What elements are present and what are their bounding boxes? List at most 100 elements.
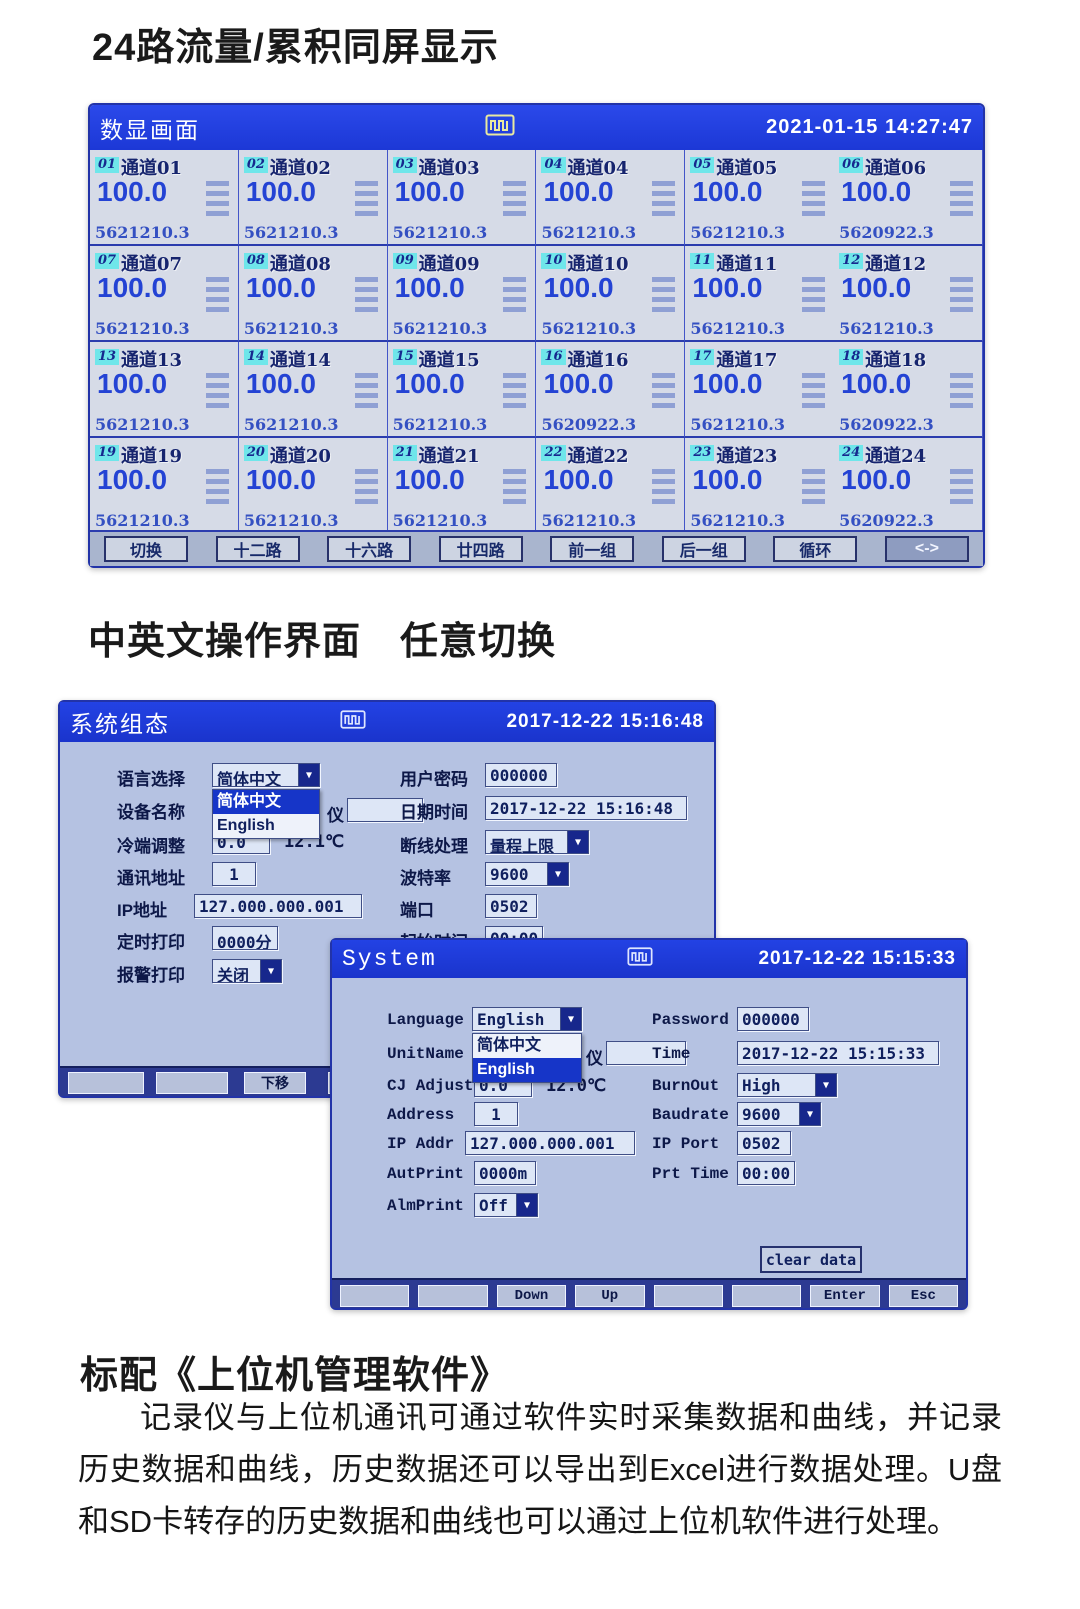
cn-baudrate-label: 波特率	[400, 869, 451, 888]
channel-total-value: 5621210.3	[690, 223, 785, 242]
bar-level-icon	[652, 181, 676, 216]
channel-number-badge: 14	[243, 349, 268, 365]
channel-flow-value: 100.0	[394, 368, 465, 399]
channel-name: 通道06	[865, 158, 927, 179]
cn-language-option[interactable]: 简体中文	[213, 790, 319, 814]
cn-bar-button[interactable]	[156, 1072, 228, 1094]
display-nav-button[interactable]: 廿四路	[438, 536, 523, 562]
cn-bar-button-move-down[interactable]: 下移	[244, 1072, 306, 1094]
waveform-icon	[627, 947, 653, 971]
en-language-dropdown[interactable]: English ▼	[472, 1007, 582, 1031]
en-bar-button[interactable]	[418, 1285, 488, 1307]
section-heading-display: 24路流量/累积同屏显示	[92, 27, 499, 69]
chevron-down-icon[interactable]: ▼	[547, 863, 568, 885]
display-nav-button[interactable]: 十二路	[215, 536, 300, 562]
cn-burnout-dropdown[interactable]: 量程上限 ▼	[485, 830, 589, 854]
cn-datetime-field[interactable]: 2017-12-22 15:16:48	[485, 796, 687, 820]
en-password-field[interactable]: 000000	[737, 1007, 809, 1031]
channel-name: 通道04	[567, 158, 629, 179]
channel-cell: 16 通道16 100.0 5620922.3	[536, 342, 686, 438]
en-language-option[interactable]: English	[473, 1058, 581, 1082]
en-prt-time-field[interactable]: 00:00	[737, 1161, 795, 1185]
channel-cell: 22 通道22 100.0 5621210.3	[536, 438, 686, 534]
cn-alarm-print-label: 报警打印	[117, 966, 185, 985]
cn-language-dropdown[interactable]: 简体中文 ▼	[212, 763, 320, 787]
channel-flow-value: 100.0	[97, 176, 168, 207]
chevron-down-icon[interactable]: ▼	[298, 764, 319, 786]
display-screen: 数显画面 2021-01-15 14:27:47 01 通道01 100.0 5…	[88, 103, 985, 568]
en-burnout-dropdown[interactable]: High ▼	[737, 1073, 837, 1097]
channel-name: 通道21	[418, 446, 480, 467]
clear-data-button[interactable]: clear data	[760, 1246, 862, 1273]
en-unit-name-field[interactable]	[606, 1041, 686, 1065]
display-nav-button[interactable]: <->	[884, 536, 969, 562]
channel-flow-value: 100.0	[543, 272, 614, 303]
cn-timed-print-field[interactable]: 0000分	[212, 926, 278, 950]
display-nav-button[interactable]: 切换	[104, 536, 188, 562]
channel-total-value: 5621210.3	[541, 319, 637, 338]
en-bar-button[interactable]	[340, 1285, 410, 1307]
channel-grid: 01 通道01 100.0 5621210.3 02 通道02 100.0 56…	[90, 150, 983, 534]
cn-ip-address-field[interactable]: 127.000.000.001	[194, 894, 362, 918]
en-bar-button[interactable]	[653, 1285, 723, 1307]
en-ip-address-label: IP Addr	[387, 1135, 455, 1153]
cn-comm-address-field[interactable]: 1	[212, 862, 256, 886]
channel-number-badge: 13	[95, 349, 120, 365]
en-ip-port-field[interactable]: 0502	[737, 1131, 791, 1155]
chevron-down-icon[interactable]: ▼	[799, 1103, 820, 1125]
en-bar-button[interactable]: Esc	[888, 1285, 958, 1307]
channel-name: 通道02	[269, 158, 331, 179]
chevron-down-icon[interactable]: ▼	[260, 960, 281, 982]
en-time-label: Time	[652, 1045, 691, 1063]
chevron-down-icon[interactable]: ▼	[567, 831, 588, 853]
cn-device-name-field[interactable]	[347, 798, 423, 822]
en-address-field[interactable]: 1	[474, 1102, 518, 1126]
cn-config-title: 系统组态	[70, 711, 170, 737]
channel-flow-value: 100.0	[841, 464, 912, 495]
cn-cj-adjust-label: 冷端调整	[117, 837, 185, 856]
channel-total-value: 5621210.3	[95, 511, 190, 530]
en-language-label: Language	[387, 1011, 464, 1029]
channel-total-value: 5621210.3	[690, 319, 785, 338]
en-autprint-field[interactable]: 0000m	[474, 1161, 536, 1185]
cn-alarm-print-dropdown[interactable]: 关闭 ▼	[212, 959, 282, 983]
en-bar-button[interactable]	[731, 1285, 802, 1307]
en-bar-button[interactable]: Enter	[810, 1285, 880, 1307]
cn-port-field[interactable]: 0502	[485, 894, 537, 918]
channel-total-value: 5621210.3	[690, 415, 785, 434]
display-nav-button[interactable]: 后一组	[661, 536, 746, 562]
channel-number-badge: 01	[95, 157, 120, 173]
en-ip-port-label: IP Port	[652, 1135, 720, 1153]
display-nav-button[interactable]: 十六路	[327, 536, 412, 562]
chevron-down-icon[interactable]: ▼	[815, 1074, 836, 1096]
cn-language-label: 语言选择	[117, 770, 185, 789]
display-nav-button[interactable]: 前一组	[550, 536, 635, 562]
channel-cell: 10 通道10 100.0 5621210.3	[536, 246, 686, 342]
en-ip-address-field[interactable]: 127.000.000.001	[465, 1131, 635, 1155]
chevron-down-icon[interactable]: ▼	[560, 1008, 581, 1030]
en-almprint-dropdown[interactable]: Off ▼	[474, 1193, 538, 1217]
channel-number-badge: 22	[541, 445, 566, 461]
display-nav-button[interactable]: 循环	[773, 536, 858, 562]
channel-total-value: 5620922.3	[839, 511, 934, 530]
en-bar-button[interactable]: Down	[496, 1285, 567, 1307]
channel-total-value: 5621210.3	[839, 319, 934, 338]
en-burnout-label: BurnOut	[652, 1077, 720, 1095]
cn-bar-button[interactable]	[68, 1072, 144, 1094]
channel-number-badge: 09	[392, 253, 417, 269]
channel-name: 通道20	[269, 446, 331, 467]
cn-baudrate-dropdown[interactable]: 9600 ▼	[485, 862, 569, 886]
channel-name: 通道24	[865, 446, 927, 467]
bar-level-icon	[354, 181, 378, 216]
bar-level-icon	[503, 469, 527, 504]
en-time-field[interactable]: 2017-12-22 15:15:33	[737, 1041, 939, 1065]
en-language-option[interactable]: 简体中文	[477, 1037, 542, 1054]
cn-password-field[interactable]: 000000	[485, 763, 557, 787]
en-baudrate-dropdown[interactable]: 9600 ▼	[737, 1102, 821, 1126]
channel-name: 通道23	[716, 446, 778, 467]
en-bar-button[interactable]: Up	[575, 1285, 645, 1307]
channel-cell: 24 通道24 100.0 5620922.3	[834, 438, 983, 534]
chevron-down-icon[interactable]: ▼	[516, 1194, 537, 1216]
channel-flow-value: 100.0	[97, 272, 168, 303]
cn-language-option[interactable]: English	[217, 817, 275, 834]
